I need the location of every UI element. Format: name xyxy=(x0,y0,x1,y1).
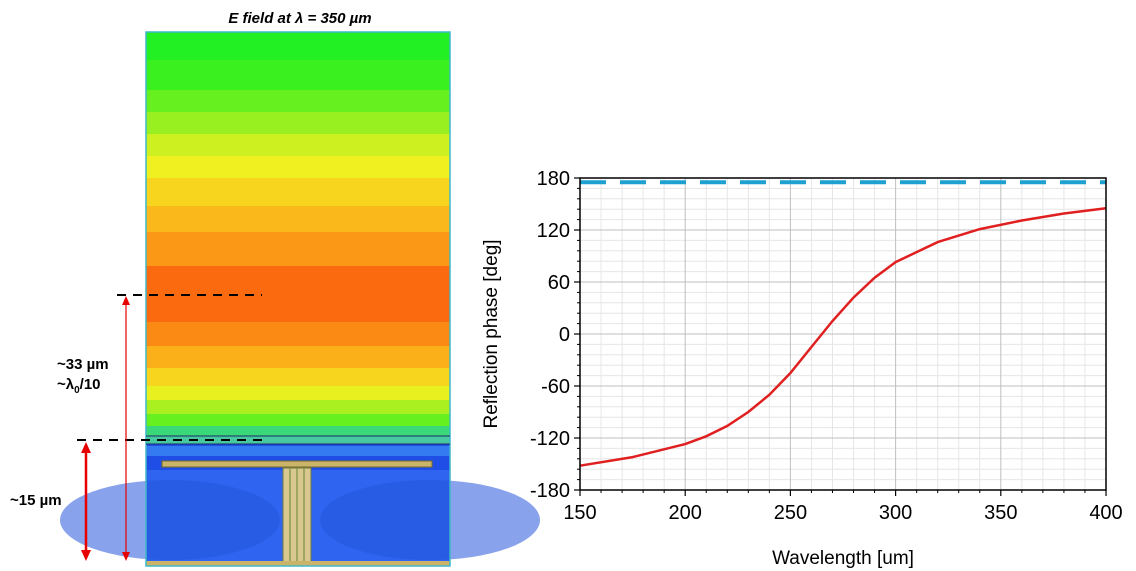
x-tick-label: 300 xyxy=(879,502,912,524)
field-band xyxy=(146,414,450,426)
field-band xyxy=(146,232,450,266)
y-tick-label: -120 xyxy=(530,428,570,450)
series-line-phase xyxy=(579,207,1107,467)
y-tick-label: 60 xyxy=(548,272,570,294)
field-band xyxy=(146,90,450,112)
x-tick-label: 250 xyxy=(774,502,807,524)
y-tick-label: 120 xyxy=(537,220,570,242)
field-band xyxy=(146,60,450,90)
field-band xyxy=(146,368,450,386)
annotation-lambda-main: ~λ xyxy=(57,376,75,393)
y-tick-label: 180 xyxy=(537,168,570,190)
top-metal-shade xyxy=(146,446,450,456)
x-tick-label: 150 xyxy=(563,502,596,524)
annotation-lambda-sub: 0 xyxy=(74,385,80,396)
x-tick-label: 400 xyxy=(1089,502,1122,524)
field-band xyxy=(146,346,450,368)
field-band xyxy=(146,156,450,178)
annotation-lambda-tail: /10 xyxy=(80,376,101,393)
field-frame xyxy=(145,31,451,567)
annotation-33um: ~33 µm xyxy=(57,356,109,373)
series-layer xyxy=(579,180,1107,467)
field-band xyxy=(146,112,450,134)
field-band xyxy=(146,206,450,232)
arrow-15um xyxy=(81,442,91,561)
field-panel: E field at λ = 350 µm xyxy=(10,10,540,567)
annotation-15um: ~15 µm xyxy=(10,492,62,509)
field-bands xyxy=(146,32,450,444)
y-tick-label: 0 xyxy=(559,324,570,346)
substrate-shade-left xyxy=(60,480,280,560)
x-tick-label: 200 xyxy=(669,502,702,524)
tick-layer: 150 200 250 300 350 400 -180 -120 -60 0 60 120 180 xyxy=(530,168,1123,524)
field-band xyxy=(146,322,450,346)
y-axis-label: Reflection phase [deg] xyxy=(481,239,502,428)
substrate-block xyxy=(60,444,540,566)
x-axis-label: Wavelength [um] xyxy=(772,548,914,569)
field-band xyxy=(146,32,450,60)
arrow-33um xyxy=(122,296,130,561)
field-band xyxy=(146,386,450,400)
substrate-shade-right xyxy=(320,480,540,560)
y-tick-label: -180 xyxy=(530,480,570,502)
y-tick-label: -60 xyxy=(541,376,570,398)
field-band xyxy=(146,134,450,156)
field-band xyxy=(146,178,450,206)
field-band xyxy=(146,426,450,436)
field-band xyxy=(146,266,450,322)
annotation-lambda: ~λ0/10 xyxy=(57,376,101,396)
patch-strip xyxy=(161,460,433,468)
field-title: E field at λ = 350 µm xyxy=(228,10,371,27)
field-band xyxy=(146,400,450,414)
phase-chart: 150 200 250 300 350 400 -180 -120 -60 0 60 120 180 W… xyxy=(481,168,1123,569)
x-tick-label: 350 xyxy=(984,502,1017,524)
ground-plane xyxy=(146,561,450,566)
field-band xyxy=(146,436,450,444)
